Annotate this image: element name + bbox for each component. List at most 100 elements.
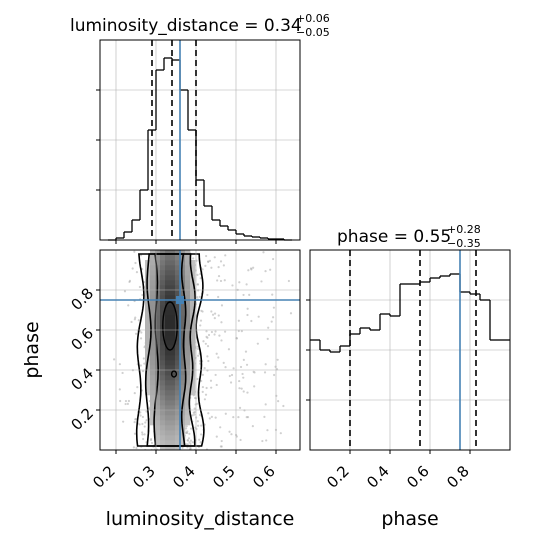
joint-sample-point [203, 367, 206, 370]
joint-density-cell [190, 340, 196, 346]
joint-ytick-label: 0.4 [67, 364, 97, 394]
phase-title-sub: −0.35 [447, 237, 481, 250]
joint-sample-point [224, 412, 227, 415]
joint-density-cell [160, 310, 166, 316]
joint-sample-point [118, 388, 121, 391]
joint-density-cell [175, 390, 181, 396]
joint-density-cell [165, 250, 171, 256]
joint-density-cell [160, 420, 166, 426]
joint-density-cell [190, 380, 196, 386]
joint-sample-point [232, 367, 235, 370]
joint-density-cell [190, 270, 196, 276]
joint-sample-point [210, 310, 213, 313]
br-xtick-label: 0.4 [363, 462, 393, 492]
joint-sample-point [194, 403, 197, 406]
joint-sample-point [242, 358, 245, 361]
joint-density-cell [175, 335, 181, 341]
joint-sample-point [131, 267, 134, 270]
joint-density-cell [175, 405, 181, 411]
br-xtick-label: 0.2 [323, 462, 353, 492]
joint-density-cell [165, 330, 171, 336]
joint-density-cell [155, 405, 161, 411]
joint-density-cell [185, 270, 191, 276]
joint-density-cell [170, 410, 176, 416]
joint-density-cell [175, 260, 181, 266]
joint-density-cell [145, 390, 151, 396]
joint-density-cell [165, 255, 171, 261]
joint-sample-point [253, 385, 256, 388]
phase-title-sup: +0.28 [447, 223, 481, 236]
joint-density-cell [160, 300, 166, 306]
joint-density-cell [165, 260, 171, 266]
joint-density-cell [165, 315, 171, 321]
joint-sample-point [270, 320, 273, 323]
joint-density-cell [155, 335, 161, 341]
joint-sample-point [271, 316, 275, 319]
joint-sample-point [139, 414, 142, 417]
joint-density-cell [190, 285, 196, 291]
joint-density-cell [190, 310, 196, 316]
joint-density-cell [170, 375, 176, 381]
joint-sample-point [196, 420, 199, 423]
joint-density-cell [170, 425, 176, 431]
joint-density-cell [170, 435, 176, 441]
joint-density-cell [180, 355, 186, 361]
joint-density-cell [145, 370, 151, 376]
joint-sample-point [215, 435, 218, 438]
phase-histogram-panel: 0.2 0.4 0.6 0.8 [306, 249, 511, 492]
joint-sample-point [134, 417, 138, 421]
joint-density-cell [175, 250, 181, 256]
br-xtick-label: 0.8 [443, 462, 473, 492]
joint-density-cell [180, 385, 186, 391]
joint-sample-point [199, 277, 202, 280]
joint-density-cell [170, 315, 176, 321]
joint-sample-point [246, 416, 250, 419]
joint-density-cell [165, 280, 171, 286]
joint-sample-point [237, 416, 240, 419]
joint-sample-point [214, 373, 217, 377]
joint-truth-marker [176, 296, 184, 304]
joint-density-cell [150, 415, 156, 421]
joint-density-cell [150, 310, 156, 316]
joint-sample-point [213, 333, 216, 336]
joint-sample-point [136, 386, 139, 389]
joint-density-cell [165, 320, 171, 326]
joint-density-cell [185, 420, 191, 426]
joint-sample-point [187, 437, 191, 440]
joint-density-cell [160, 285, 166, 291]
joint-density-cell [150, 290, 156, 296]
joint-sample-point [217, 266, 220, 269]
joint-sample-point [242, 390, 245, 393]
joint-sample-point [213, 317, 216, 320]
joint-sample-point [208, 417, 211, 420]
joint-sample-point [237, 329, 240, 333]
joint-sample-point [231, 284, 234, 287]
joint-density-cell [190, 290, 196, 296]
joint-density-cell [175, 425, 181, 431]
joint-density-cell [175, 285, 181, 291]
joint-density-cell [170, 400, 176, 406]
joint-density-cell [185, 300, 191, 306]
joint-sample-point [272, 257, 275, 261]
joint-sample-point [140, 331, 143, 334]
joint-sample-point [145, 410, 148, 413]
joint-density-cell [175, 410, 181, 416]
joint-sample-point [252, 266, 255, 269]
joint-density-cell [185, 390, 191, 396]
joint-density-cell [150, 280, 156, 286]
luminosity-distance-title: luminosity_distance = 0.34 [70, 16, 302, 36]
joint-sample-point [141, 431, 144, 434]
joint-sample-point [266, 429, 269, 432]
x-axis-label-luminosity-distance: luminosity_distance [106, 508, 295, 530]
joint-sample-point [207, 359, 210, 363]
joint-sample-point [139, 364, 142, 367]
joint-density-cell [165, 265, 171, 271]
joint-sample-point [119, 399, 122, 403]
joint-density-cell [170, 325, 176, 331]
joint-density-cell [165, 350, 171, 356]
joint-density-cell [170, 370, 176, 376]
joint-density-cell [175, 315, 181, 321]
joint-sample-point [262, 251, 265, 254]
joint-density-cell [165, 340, 171, 346]
joint-sample-point [215, 383, 218, 387]
